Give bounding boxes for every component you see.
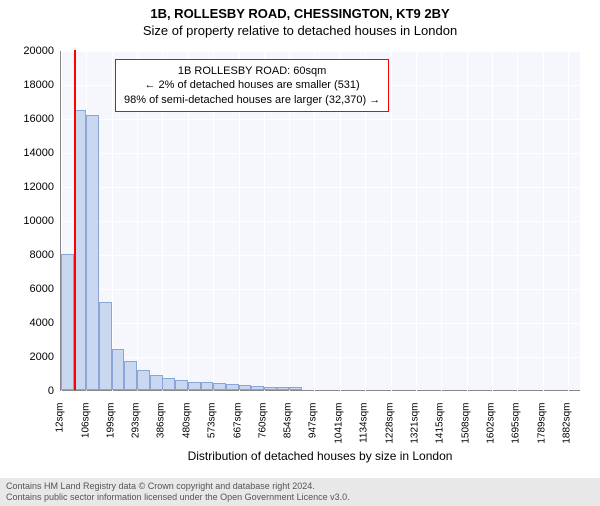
property-annotation-box: 1B ROLLESBY ROAD: 60sqm ← 2% of detached… [115,59,389,112]
gridline-h [61,323,581,324]
xtick-label: 1789sqm [536,403,547,463]
attribution-footer: Contains HM Land Registry data © Crown c… [0,478,600,506]
xtick-label: 854sqm [283,403,294,463]
gridline-h [61,51,581,52]
histogram-bar [251,386,264,390]
histogram-bar [277,387,290,390]
xtick-label: 1228sqm [384,403,395,463]
ytick-label: 20000 [4,45,54,57]
histogram-bar [175,380,188,390]
gridline-h [61,255,581,256]
ytick-label: 8000 [4,249,54,261]
footer-line-2: Contains public sector information licen… [6,492,594,503]
histogram-bar [86,115,99,390]
gridline-v [416,51,417,391]
histogram-bar [137,370,150,390]
histogram-bar [201,382,214,390]
gridline-h [61,153,581,154]
chart-container: Number of detached properties Distributi… [60,51,580,421]
xtick-label: 12sqm [55,403,66,463]
ytick-label: 4000 [4,317,54,329]
histogram-bar [61,254,74,390]
histogram-bar [112,349,125,390]
histogram-bar [188,382,201,391]
ytick-label: 12000 [4,181,54,193]
histogram-bar [239,385,252,390]
xtick-label: 1508sqm [460,403,471,463]
histogram-bar [150,375,163,390]
annotation-line-3: 98% of semi-detached houses are larger (… [124,93,380,107]
xtick-label: 1695sqm [511,403,522,463]
xtick-label: 1041sqm [333,403,344,463]
ytick-label: 16000 [4,113,54,125]
annotation-line-1: 1B ROLLESBY ROAD: 60sqm [124,64,380,78]
ytick-label: 10000 [4,215,54,227]
xtick-label: 947sqm [308,403,319,463]
gridline-v [543,51,544,391]
histogram-bar [213,383,226,390]
gridline-v [467,51,468,391]
page-title-address: 1B, ROLLESBY ROAD, CHESSINGTON, KT9 2BY [0,6,600,21]
xtick-label: 760sqm [257,403,268,463]
ytick-label: 2000 [4,351,54,363]
gridline-v [391,51,392,391]
xtick-label: 1321sqm [409,403,420,463]
gridline-v [517,51,518,391]
xtick-label: 667sqm [232,403,243,463]
histogram-bar [226,384,239,390]
gridline-h [61,391,581,392]
page-subtitle: Size of property relative to detached ho… [0,23,600,38]
ytick-label: 6000 [4,283,54,295]
xtick-label: 199sqm [105,403,116,463]
gridline-v [492,51,493,391]
annotation-line-2: ← 2% of detached houses are smaller (531… [124,78,380,92]
xtick-label: 386sqm [156,403,167,463]
xtick-label: 1134sqm [359,403,370,463]
histogram-bar [264,387,277,390]
xtick-label: 1882sqm [561,403,572,463]
property-marker-line [74,50,76,390]
gridline-h [61,119,581,120]
footer-line-1: Contains HM Land Registry data © Crown c… [6,481,594,492]
ytick-label: 0 [4,385,54,397]
gridline-v [568,51,569,391]
gridline-h [61,221,581,222]
histogram-bar [99,302,112,390]
xtick-label: 1602sqm [486,403,497,463]
ytick-label: 18000 [4,79,54,91]
xtick-label: 480sqm [181,403,192,463]
xtick-label: 106sqm [80,403,91,463]
ytick-label: 14000 [4,147,54,159]
gridline-h [61,187,581,188]
gridline-v [441,51,442,391]
histogram-bar [124,361,137,390]
xtick-label: 573sqm [207,403,218,463]
histogram-bar [289,387,302,390]
gridline-h [61,289,581,290]
xtick-label: 293sqm [131,403,142,463]
xtick-label: 1415sqm [435,403,446,463]
histogram-bar [162,378,175,390]
gridline-h [61,357,581,358]
